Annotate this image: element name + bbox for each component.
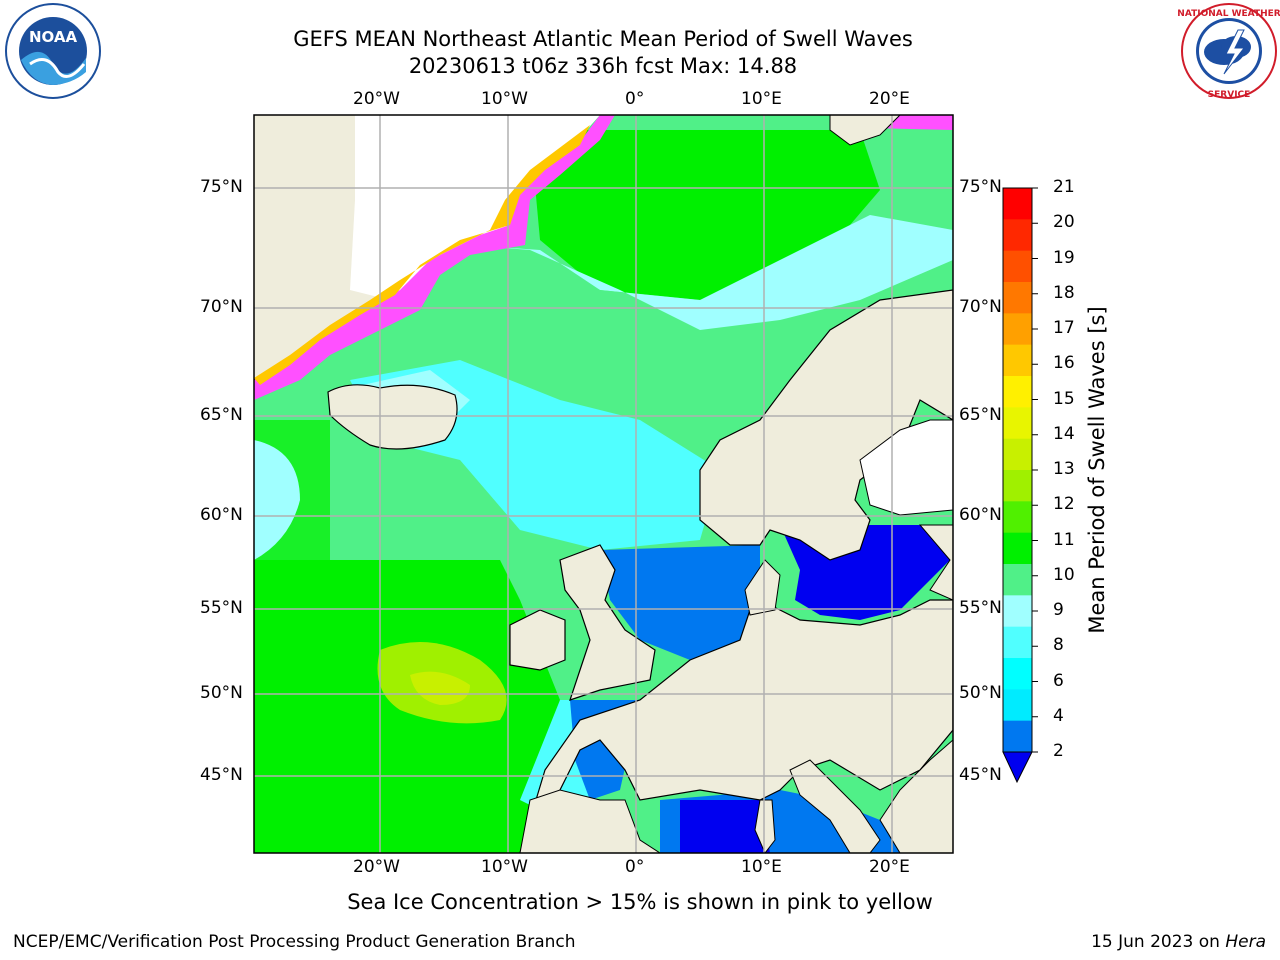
colorbar-tick-label: 10 [1053, 564, 1075, 585]
colorbar-tick-label: 11 [1053, 529, 1075, 550]
footer-date-text: 15 Jun 2023 on [1091, 932, 1226, 952]
colorbar [1003, 187, 1038, 753]
colorbar-segment [1003, 438, 1032, 471]
colorbar-segment [1003, 344, 1032, 377]
land-italy [789, 759, 881, 853]
swell-zone-ligurian [680, 800, 770, 853]
colorbar-segment [1003, 595, 1032, 628]
colorbar-segment [1003, 501, 1032, 534]
sea-ice-edge-yellow [254, 125, 590, 385]
lon-label-bottom-10e: 10°E [741, 857, 782, 877]
colorbar-segment [1003, 407, 1032, 440]
land-denmark [744, 559, 781, 616]
lat-label-right-55n: 55°N [959, 598, 1002, 618]
sea-ice-white [350, 115, 600, 300]
colorbar-segment [1003, 720, 1032, 753]
lat-label-right-60n: 60°N [959, 505, 1002, 525]
land-europe [519, 599, 953, 853]
colorbar-tick-label: 4 [1053, 705, 1064, 726]
colorbar-segment [1003, 532, 1032, 565]
lat-label-left-60n: 60°N [200, 505, 243, 525]
lon-label-bottom-20e: 20°E [869, 857, 910, 877]
colorbar-segment [1003, 564, 1032, 596]
lat-label-left-70n: 70°N [200, 297, 243, 317]
swell-zone-9s-north [400, 215, 953, 330]
colorbar-tick-label: 6 [1053, 670, 1064, 691]
colorbar-segment [1003, 313, 1032, 346]
lon-label-bottom-10w: 10°W [481, 857, 528, 877]
colorbar-tick-label: 19 [1053, 247, 1075, 268]
footer-credit: NCEP/EMC/Verification Post Processing Pr… [13, 932, 576, 952]
svg-text:SERVICE: SERVICE [1208, 90, 1251, 100]
swell-zone-14s [410, 671, 470, 705]
colorbar-segment [1003, 188, 1032, 220]
colorbar-tick-label: 21 [1053, 177, 1075, 197]
sea-ice-note: Sea Ice Concentration > 15% is shown in … [347, 890, 933, 914]
land-svalbard [829, 115, 901, 146]
colorbar-tick-label: 8 [1053, 635, 1064, 656]
land-iceland [327, 384, 458, 450]
lat-label-right-65n: 65°N [959, 405, 1002, 425]
colorbar-tick-label: 16 [1053, 353, 1075, 374]
lon-label-top-20e: 20°E [869, 89, 910, 109]
colorbar-extend-arrow [1002, 751, 1033, 784]
lat-label-left-75n: 75°N [200, 177, 243, 197]
colorbar-segment [1003, 626, 1032, 659]
colorbar-label: Mean Period of Swell Waves [s] [1085, 306, 1109, 634]
colorbar-tick-label: 14 [1053, 423, 1075, 444]
lat-label-left-50n: 50°N [200, 683, 243, 703]
land-ireland [509, 609, 566, 671]
graticule [254, 115, 953, 853]
swell-zone-north-sea [600, 545, 760, 660]
lon-label-top-0: 0° [625, 89, 645, 109]
lat-label-right-50n: 50°N [959, 683, 1002, 703]
lon-label-bottom-20w: 20°W [353, 857, 400, 877]
nws-logo: NATIONAL WEATHER SERVICE [1178, 3, 1280, 100]
lat-label-right-70n: 70°N [959, 297, 1002, 317]
lat-label-right-45n: 45°N [959, 765, 1002, 785]
lon-label-top-20w: 20°W [353, 89, 400, 109]
svg-text:NATIONAL WEATHER: NATIONAL WEATHER [1178, 9, 1280, 19]
gulf-of-bothnia [859, 419, 953, 516]
land-eastern-europe [879, 524, 953, 853]
colorbar-tick-label: 17 [1053, 318, 1075, 338]
noaa-logo: NOAA [5, 3, 101, 99]
lat-label-left-55n: 55°N [200, 598, 243, 618]
colorbar-segment [1003, 282, 1032, 314]
lat-label-right-75n: 75°N [959, 177, 1002, 197]
land-great-britain [559, 544, 656, 701]
swell-zone-9s-west [254, 440, 300, 560]
land-iberia [519, 789, 661, 853]
svg-text:NOAA: NOAA [29, 28, 78, 46]
colorbar-segment [1003, 250, 1032, 283]
chart-subtitle: 20230613 t06z 336h fcst Max: 14.88 [408, 54, 798, 78]
colorbar-frame [1002, 187, 1033, 753]
colorbar-tick-label: 9 [1053, 600, 1064, 620]
land-sardinia [754, 799, 776, 853]
colorbar-tick-label: 18 [1053, 282, 1075, 303]
chart-title: GEFS MEAN Northeast Atlantic Mean Period… [293, 27, 913, 51]
footer-host: Hera [1225, 932, 1266, 952]
map-frame [253, 114, 954, 854]
footer-date: 15 Jun 2023 on Hera [1091, 932, 1266, 952]
lon-label-bottom-0: 0° [625, 857, 645, 877]
colorbar-tick-label: 20 [1053, 212, 1075, 233]
lon-label-top-10e: 10°E [741, 89, 782, 109]
lon-label-top-10w: 10°W [481, 89, 528, 109]
lat-label-left-45n: 45°N [200, 765, 243, 785]
colorbar-tick-label: 12 [1053, 494, 1075, 515]
colorbar-segment [1003, 376, 1032, 408]
colorbar-segment [1003, 470, 1032, 502]
lat-label-left-65n: 65°N [200, 405, 243, 425]
colorbar-tick-label: 13 [1053, 459, 1075, 479]
colorbar-segment [1003, 689, 1032, 722]
colorbar-tick-label: 15 [1053, 388, 1075, 409]
colorbar-segment [1003, 658, 1032, 690]
colorbar-segment [1003, 219, 1032, 252]
colorbar-tick-label: 2 [1053, 741, 1064, 761]
